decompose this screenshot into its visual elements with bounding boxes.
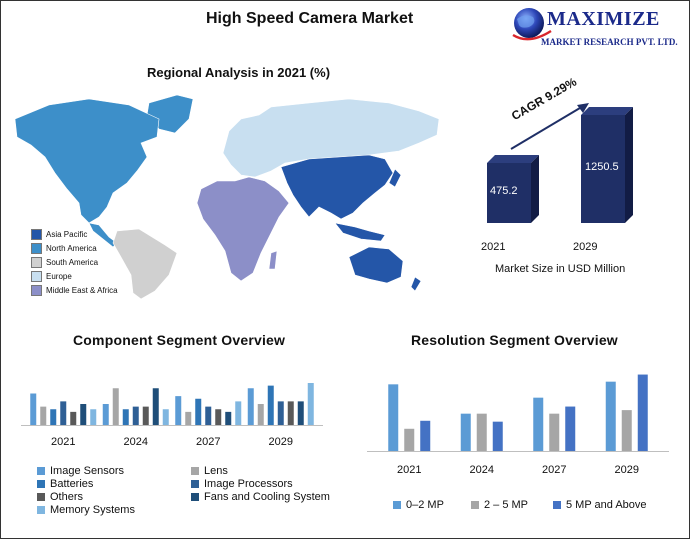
world-map — [14, 94, 440, 300]
logo-subtext: MARKET RESEARCH PVT. LTD. — [541, 37, 678, 47]
bar-2024-image-sensors — [102, 404, 109, 425]
component-legend-image-processors: Image Processors — [191, 478, 293, 490]
year-label-2021: 2021 — [481, 241, 506, 253]
bar-2027-0-2-mp — [533, 397, 544, 451]
component-legend-fans-cooling: Fans and Cooling System — [191, 491, 330, 503]
year-label-2029: 2029 — [573, 241, 598, 253]
map-legend-north-america: North America — [31, 243, 97, 254]
bar-2024-fans-and-cooling-system — [152, 388, 159, 425]
bar-value-2021: 475.2 — [490, 185, 518, 197]
logo-text: MAXIMIZE — [547, 8, 660, 30]
bar-2021-batteries — [50, 409, 57, 425]
region-south-america — [112, 228, 178, 300]
bar-value-2029: 1250.5 — [585, 161, 619, 173]
component-legend-memory-systems: Memory Systems — [37, 504, 135, 516]
page-title: High Speed Camera Market — [206, 10, 414, 27]
bar-2027-batteries — [195, 398, 202, 425]
bar-2029-0-2-mp — [605, 381, 616, 451]
bar-2024-others — [142, 406, 149, 425]
bar-2021-memory-systems — [90, 409, 97, 425]
bar-2024-batteries — [122, 409, 129, 425]
x-tick-label-2021: 2021 — [397, 464, 421, 476]
x-tick-label-2027: 2027 — [542, 464, 566, 476]
logo-globe-icon — [512, 8, 552, 41]
x-tick-label-2029: 2029 — [269, 436, 293, 448]
region-europe — [222, 98, 440, 178]
bar-2021-image-sensors — [30, 393, 37, 425]
resolution-title: Resolution Segment Overview — [411, 332, 618, 348]
map-legend-asia-pacific: Asia Pacific — [31, 229, 87, 240]
bar-2021-2-5-mp — [404, 428, 415, 451]
x-tick-label-2029: 2029 — [615, 464, 639, 476]
bar-2021 — [487, 155, 539, 223]
resolution-legend-2-5mp: 2 – 5 MP — [471, 499, 528, 511]
bar-2021-lens — [40, 406, 47, 425]
map-legend-middle-east-africa: Middle East & Africa — [31, 285, 118, 296]
bar-2029-fans-and-cooling-system — [297, 401, 304, 425]
region-middle-east-africa — [196, 176, 290, 282]
bar-2021-5-mp-and-above — [420, 420, 431, 451]
bar-2024-0-2-mp — [460, 413, 471, 451]
market-size-chart — [487, 103, 633, 223]
new-zealand — [410, 276, 422, 292]
map-legend-south-america: South America — [31, 257, 98, 268]
bar-2024-lens — [112, 388, 119, 425]
resolution-chart: 2021 2024 2027 2029 — [367, 374, 669, 476]
component-legend-others: Others — [37, 491, 83, 503]
x-tick-label-2021: 2021 — [51, 436, 75, 448]
bar-2027-image-processors — [205, 406, 212, 425]
indonesia — [334, 222, 386, 242]
component-legend-batteries: Batteries — [37, 478, 93, 490]
resolution-legend-0-2mp: 0–2 MP — [393, 499, 444, 511]
x-tick-label-2027: 2027 — [196, 436, 220, 448]
bar-2027-5-mp-and-above — [565, 406, 576, 451]
bar-2027-others — [215, 409, 222, 425]
bar-2029 — [581, 107, 633, 223]
bar-2027-memory-systems — [235, 401, 242, 425]
bar-2027-lens — [185, 411, 192, 425]
bar-2027-image-sensors — [175, 396, 182, 425]
bar-2027-fans-and-cooling-system — [225, 411, 232, 425]
bar-2029-memory-systems — [307, 383, 314, 425]
bar-2024-image-processors — [132, 406, 139, 425]
bar-2021-0-2-mp — [388, 384, 399, 451]
market-size-caption: Market Size in USD Million — [495, 263, 626, 275]
component-legend-image-sensors: Image Sensors — [37, 465, 124, 477]
bar-2029-others — [287, 401, 294, 425]
bar-2024-2-5-mp — [476, 413, 487, 451]
map-legend-europe: Europe — [31, 271, 72, 282]
component-legend-lens: Lens — [191, 465, 228, 477]
bar-2027-2-5-mp — [549, 413, 560, 451]
bar-2029-lens — [257, 404, 264, 425]
region-north-america — [14, 98, 160, 224]
region-asia-pacific — [280, 154, 394, 220]
bar-2029-batteries — [267, 385, 274, 425]
regional-title: Regional Analysis in 2021 (%) — [147, 65, 331, 80]
component-chart: 2021 2024 2027 2029 — [21, 383, 323, 448]
resolution-legend-5mp-above: 5 MP and Above — [553, 499, 647, 511]
australia — [348, 246, 404, 284]
bar-2029-image-sensors — [247, 388, 254, 425]
component-title: Component Segment Overview — [73, 332, 286, 348]
bar-2024-memory-systems — [162, 409, 169, 425]
bar-2024-5-mp-and-above — [492, 421, 503, 451]
bar-2021-fans-and-cooling-system — [80, 404, 87, 425]
bar-2029-5-mp-and-above — [637, 374, 648, 451]
madagascar — [268, 250, 278, 270]
bar-2029-2-5-mp — [621, 410, 632, 451]
bar-2021-image-processors — [60, 401, 67, 425]
bar-2021-others — [70, 411, 77, 425]
japan — [388, 168, 402, 188]
x-tick-label-2024: 2024 — [470, 464, 494, 476]
bar-2029-image-processors — [277, 401, 284, 425]
logo: MAXIMIZE MARKET RESEARCH PVT. LTD. — [507, 5, 689, 51]
x-tick-label-2024: 2024 — [124, 436, 148, 448]
